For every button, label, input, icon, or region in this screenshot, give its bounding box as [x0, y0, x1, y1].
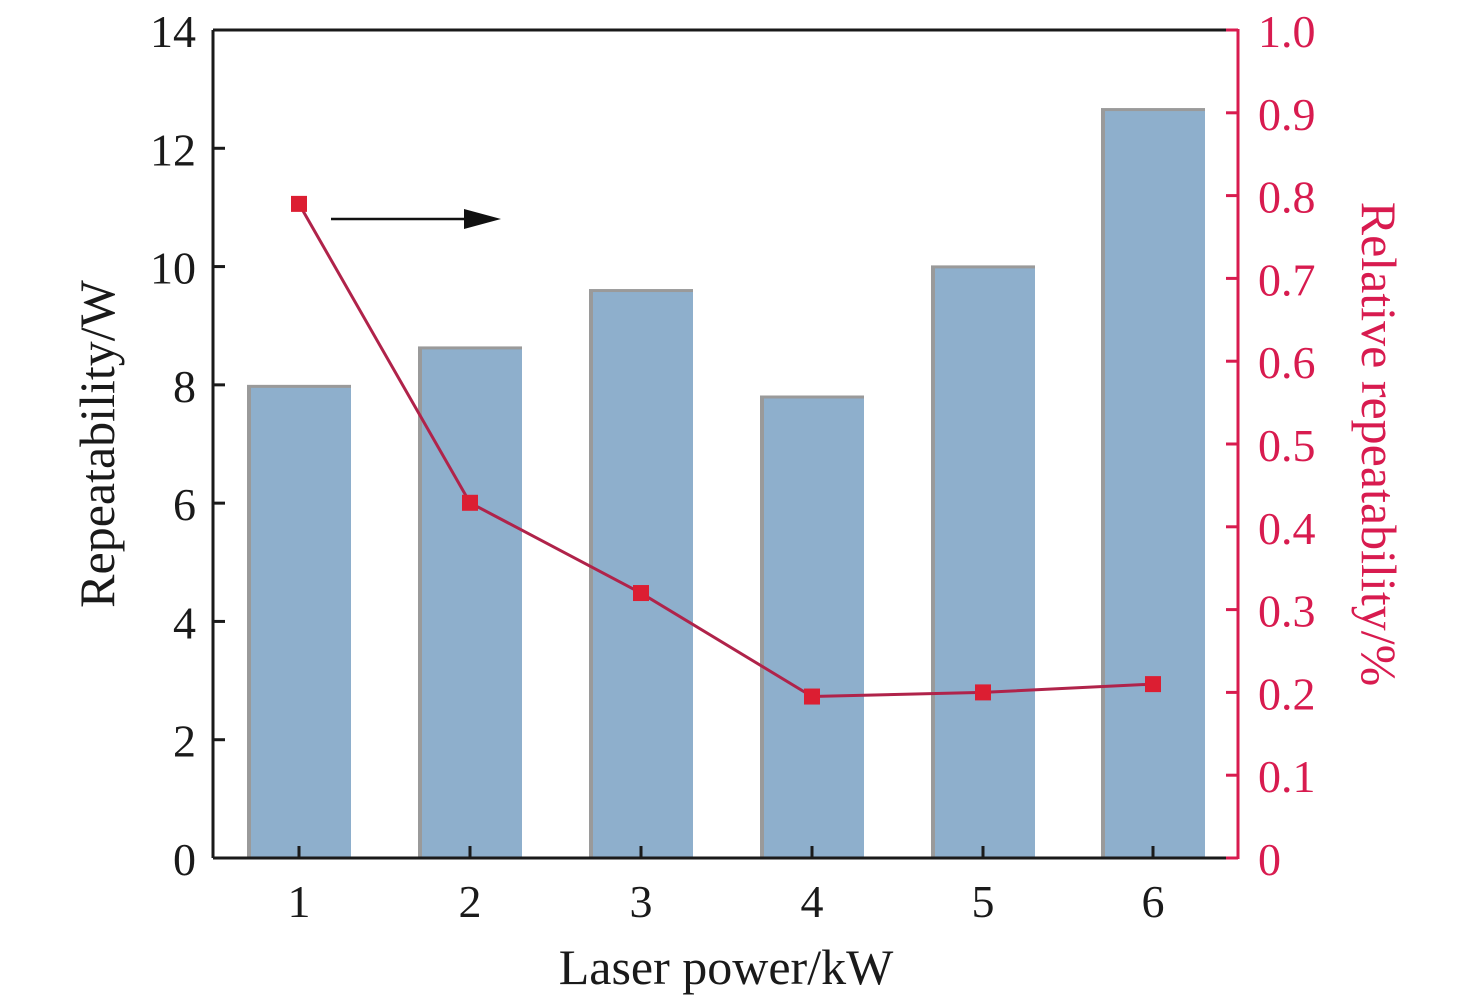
- right-tick-label: 0.7: [1258, 254, 1316, 305]
- right-tick-label: 0.9: [1258, 89, 1316, 140]
- left-tick-label: 14: [150, 6, 196, 57]
- left-tick-label: 12: [150, 124, 196, 175]
- line-marker: [291, 195, 307, 212]
- right-tick-label: 0.4: [1258, 503, 1316, 554]
- x-tick-label: 4: [801, 876, 824, 927]
- line-marker: [633, 585, 649, 602]
- right-tick-label: 0.8: [1258, 172, 1316, 223]
- bar: [764, 398, 864, 858]
- x-tick-label: 2: [459, 876, 482, 927]
- line-series: [297, 203, 1154, 699]
- line-marker: [804, 688, 820, 705]
- line-marker: [975, 684, 991, 701]
- right-tick-label: 0.3: [1258, 586, 1316, 637]
- bar: [251, 387, 351, 858]
- bar: [935, 268, 1035, 859]
- right-tick-label: 0.1: [1258, 751, 1316, 802]
- right-tick-label: 0: [1258, 834, 1281, 885]
- left-tick-label: 4: [173, 597, 196, 648]
- x-axis-title: Laser power/kW: [559, 939, 894, 995]
- bar: [422, 349, 522, 858]
- x-tick-label: 3: [630, 876, 653, 927]
- x-tick-label: 5: [972, 876, 995, 927]
- left-tick-label: 0: [173, 834, 196, 885]
- left-tick-label: 6: [173, 479, 196, 530]
- annotation-arrow-head: [464, 209, 501, 229]
- y-axis-title-right: Relative repeatability/%: [1351, 202, 1407, 687]
- left-tick-label: 8: [173, 361, 196, 412]
- bar: [1105, 111, 1205, 858]
- line-marker: [462, 494, 478, 511]
- x-tick-label: 6: [1142, 876, 1165, 927]
- line-marker: [1145, 676, 1161, 693]
- left-tick-label: 10: [150, 243, 196, 294]
- left-tick-label: 2: [173, 716, 196, 767]
- y-axis-title-left: Repeatability/W: [69, 279, 125, 607]
- right-tick-label: 0.5: [1258, 420, 1316, 471]
- x-tick-label: 1: [288, 876, 311, 927]
- right-tick-label: 0.6: [1258, 337, 1316, 388]
- right-tick-label: 0.2: [1258, 668, 1316, 719]
- right-tick-label: 1.0: [1258, 6, 1316, 57]
